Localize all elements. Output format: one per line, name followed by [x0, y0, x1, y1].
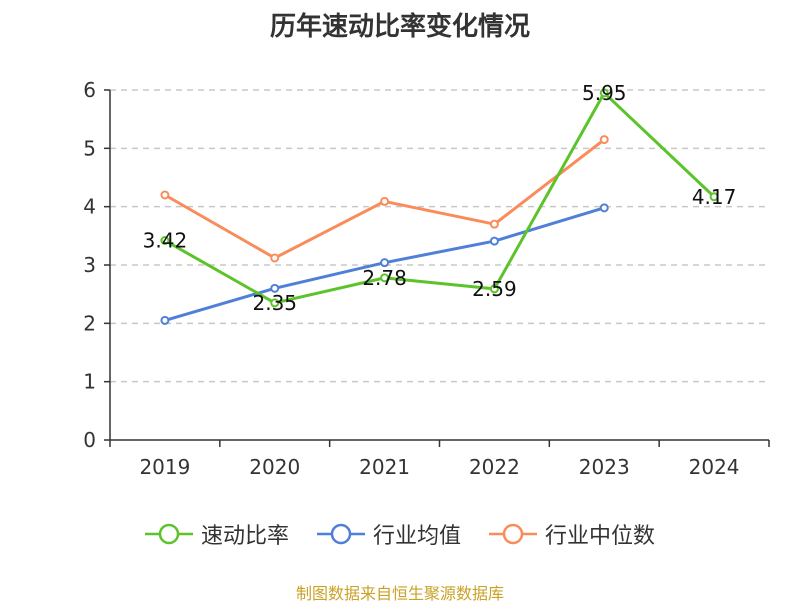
- series-1-point: [599, 203, 609, 213]
- data-label: 3.42: [143, 229, 188, 253]
- legend-label-industry-mean: 行业均值: [372, 524, 461, 549]
- y-tick-label: 0: [83, 428, 96, 452]
- x-tick-label: 2022: [469, 455, 520, 479]
- legend-marker-industry-median: [489, 523, 537, 545]
- legend-item-industry-median[interactable]: 行业中位数: [489, 518, 655, 550]
- data-label: 2.59: [472, 277, 517, 301]
- series-0-point: [380, 273, 390, 283]
- series-1-point: [489, 236, 499, 246]
- series-0-point: [489, 284, 499, 294]
- chart-title: 历年速动比率变化情况: [269, 12, 530, 42]
- legend-marker-quick-ratio: [144, 523, 193, 545]
- legend-label-quick-ratio: 速动比率: [200, 524, 289, 549]
- series-0-point: [599, 88, 609, 98]
- series-1-point: [380, 258, 390, 268]
- x-tick-label: 2024: [689, 455, 740, 479]
- data-label: 4.17: [692, 185, 737, 209]
- legend-label-industry-median: 行业中位数: [545, 524, 656, 549]
- x-tick-label: 2019: [139, 455, 190, 479]
- y-tick-label: 6: [83, 78, 96, 102]
- y-tick-label: 2: [83, 311, 96, 335]
- x-tick-label: 2023: [579, 455, 630, 479]
- series-2-point: [270, 253, 280, 263]
- series-2-point: [160, 190, 170, 200]
- series-2-point: [599, 135, 609, 145]
- x-tick-label: 2021: [359, 455, 410, 479]
- series-0-point: [270, 298, 280, 308]
- series-2-point: [380, 196, 390, 206]
- series-0-point: [709, 192, 719, 202]
- series-2-point: [489, 219, 499, 229]
- series-1-point: [270, 283, 280, 293]
- y-tick-label: 4: [83, 195, 96, 219]
- source-note: 制图数据来自恒生聚源数据库: [295, 584, 504, 603]
- x-tick-label: 2020: [249, 455, 300, 479]
- data-label: 2.35: [252, 291, 297, 315]
- y-tick-label: 1: [83, 370, 96, 394]
- legend-item-quick-ratio[interactable]: 速动比率: [144, 518, 289, 550]
- series-0-point: [160, 236, 170, 245]
- y-tick-label: 3: [83, 253, 96, 277]
- series-1-point: [160, 315, 170, 325]
- legend-marker-industry-mean: [316, 523, 365, 545]
- y-tick-label: 5: [83, 136, 96, 160]
- series-line-0: [164, 91, 716, 305]
- data-label: 5.95: [582, 81, 627, 105]
- legend-item-industry-mean[interactable]: 行业均值: [316, 518, 461, 550]
- legend: 速动比率 行业均值 行业中位数: [0, 518, 800, 550]
- data-label: 2.78: [362, 266, 407, 290]
